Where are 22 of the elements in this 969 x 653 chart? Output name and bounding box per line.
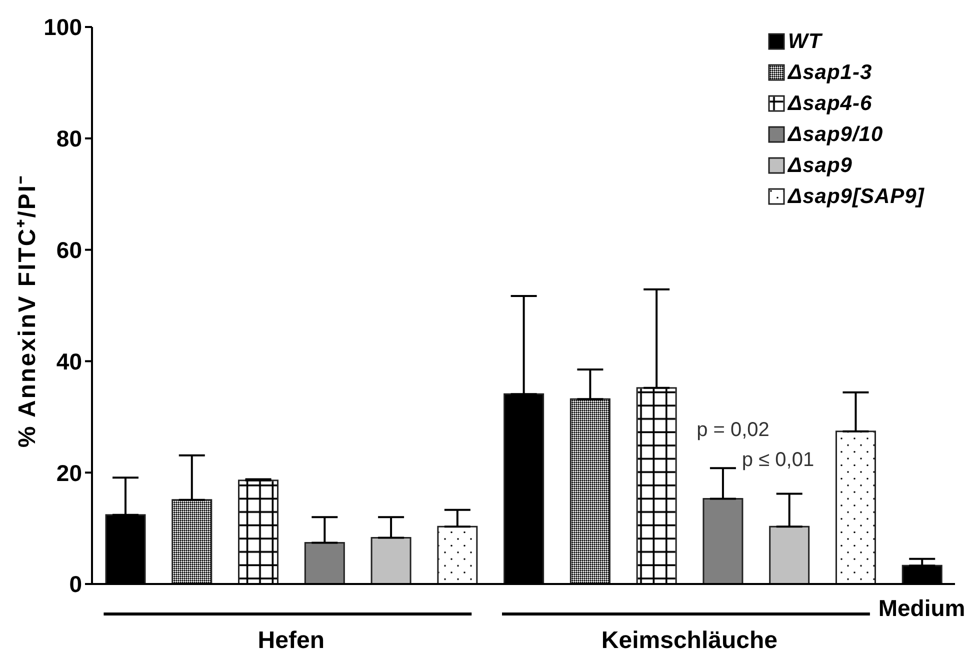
- legend-label: Δsap4-6: [788, 92, 872, 116]
- y-tick-label: 80: [56, 126, 82, 152]
- legend-label: Δsap9: [788, 154, 852, 178]
- y-tick-label: 100: [44, 14, 82, 40]
- x-tick-label: Keimschläuche: [601, 627, 778, 653]
- y-tick-label: 40: [56, 348, 82, 374]
- legend-label: WT: [788, 30, 822, 54]
- y-tick-label: 20: [56, 460, 82, 486]
- bar: [769, 526, 810, 584]
- legend-label: Δsap9/10: [788, 122, 884, 146]
- bar: [304, 542, 345, 584]
- annotation: p ≤ 0,01: [742, 449, 814, 471]
- legend-label: Δsap9[SAP9]: [788, 184, 924, 208]
- y-tick-label: 60: [56, 236, 82, 263]
- y-tick-label: 0: [69, 571, 82, 598]
- bar: [702, 498, 744, 584]
- x-tick-label: Medium: [878, 595, 966, 621]
- annotation: p = 0,02: [696, 419, 770, 441]
- x-tick-label: Hefen: [258, 627, 324, 653]
- y-axis-title: % AnnexinV FITC⁺/PI⁻: [14, 174, 40, 448]
- legend-label: Δsap1-3: [788, 60, 872, 84]
- bar: [370, 537, 412, 584]
